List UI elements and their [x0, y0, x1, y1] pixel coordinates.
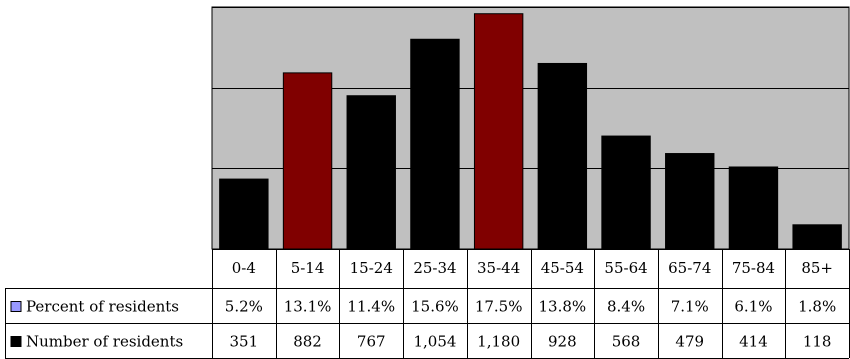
data-label: 13.8%: [539, 298, 587, 316]
category-label: 15-24: [350, 259, 393, 277]
category-label: 35-44: [477, 259, 520, 277]
bar-45-54: [537, 62, 588, 250]
bar-5-14: [282, 72, 333, 250]
data-label: 11.4%: [347, 298, 395, 316]
category-label: 55-64: [604, 259, 647, 277]
data-label: 882: [293, 333, 322, 351]
legend-swatch: [10, 336, 22, 347]
data-label: 568: [612, 333, 641, 351]
bar-25-34: [410, 38, 460, 250]
category-label: 75-84: [732, 259, 775, 277]
bar-65-74: [665, 153, 715, 250]
data-label: 8.4%: [607, 298, 645, 316]
data-label: 17.5%: [475, 298, 523, 316]
bar-35-44: [473, 13, 524, 250]
data-label: 7.1%: [671, 298, 709, 316]
data-label: 5.2%: [225, 298, 263, 316]
bar-0-4: [219, 178, 269, 250]
category-label: 45-54: [541, 259, 584, 277]
bar-85+: [792, 224, 842, 250]
series-name: Number of residents: [26, 333, 183, 351]
legend-swatch: [10, 301, 22, 312]
data-label: 414: [739, 333, 768, 351]
category-label: 5-14: [291, 259, 325, 277]
data-label: 928: [548, 333, 577, 351]
data-label: 1,180: [477, 333, 520, 351]
data-label: 6.1%: [734, 298, 772, 316]
category-label: 65-74: [668, 259, 711, 277]
data-label: 1.8%: [798, 298, 836, 316]
category-label: 0-4: [232, 259, 256, 277]
data-table: 0-4 5-14 15-24 25-34 35-44 45-54 55-64 65-74 75-…: [5, 249, 850, 359]
category-label: 85+: [801, 259, 833, 277]
data-label: 351: [230, 333, 259, 351]
data-label: 767: [357, 333, 386, 351]
data-label: 15.6%: [411, 298, 459, 316]
bar-75-84: [728, 166, 779, 250]
bar-55-64: [601, 135, 651, 250]
series-name: Percent of residents: [26, 298, 179, 316]
category-label: 25-34: [413, 259, 456, 277]
data-label: 1,054: [413, 333, 456, 351]
data-label: 13.1%: [284, 298, 332, 316]
bar-15-24: [346, 95, 396, 250]
data-label: 118: [803, 333, 832, 351]
data-label: 479: [675, 333, 704, 351]
bars: [219, 13, 842, 250]
